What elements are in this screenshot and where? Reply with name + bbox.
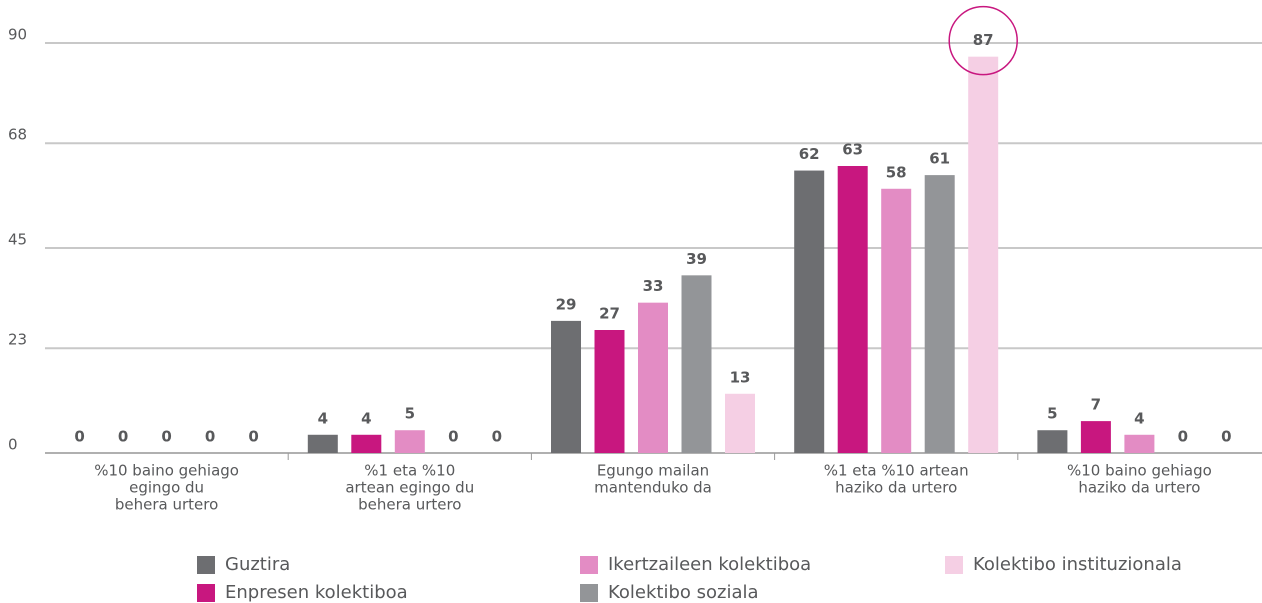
bar	[681, 275, 712, 453]
value-label: 0	[1221, 428, 1231, 446]
x-tick-label: haziko da urtero	[835, 479, 957, 497]
x-tick-label: haziko da urtero	[1078, 479, 1200, 497]
x-tick-label: artean egingo du	[345, 479, 474, 497]
bar	[351, 434, 382, 453]
value-label: 0	[448, 428, 458, 446]
value-label: 0	[205, 428, 215, 446]
bar	[1124, 434, 1155, 453]
legend-swatch	[580, 584, 598, 602]
value-label: 13	[730, 368, 751, 386]
y-tick-label: 23	[8, 331, 27, 349]
value-label: 39	[686, 250, 707, 268]
legend-swatch	[945, 556, 963, 574]
x-tick-label: egingo du	[129, 479, 204, 497]
bar	[1037, 430, 1068, 453]
value-label: 0	[74, 428, 84, 446]
value-label: 0	[161, 428, 171, 446]
value-label: 4	[1134, 409, 1144, 427]
value-label: 33	[643, 277, 664, 295]
bar	[794, 170, 825, 454]
value-label: 4	[318, 409, 328, 427]
bar	[725, 393, 755, 453]
bar	[968, 56, 999, 454]
value-label: 0	[118, 428, 128, 446]
bar	[1080, 421, 1111, 453]
x-tick-label: Egungo mailan	[597, 462, 709, 480]
value-label: 87	[973, 31, 994, 49]
legend-swatch	[197, 556, 215, 574]
bar	[594, 330, 625, 453]
value-label: 29	[556, 295, 577, 313]
value-label: 58	[886, 163, 907, 181]
legend-label: Enpresen kolektiboa	[225, 582, 408, 603]
x-tick-label: %1 eta %10 artean	[824, 462, 969, 480]
bar	[307, 434, 338, 453]
bar	[638, 302, 668, 453]
highlight-circle	[948, 5, 1018, 76]
value-label: 27	[599, 305, 620, 323]
bar	[551, 320, 581, 453]
y-tick-label: 90	[8, 26, 27, 44]
value-label: 0	[248, 428, 258, 446]
y-tick-label: 0	[8, 436, 18, 454]
bar	[837, 166, 868, 453]
legend-swatch	[580, 556, 598, 574]
y-tick-label: 45	[8, 231, 27, 249]
value-label: 0	[492, 428, 502, 446]
legend-label: Kolektibo soziala	[608, 582, 759, 603]
legend-label: Kolektibo instituzionala	[973, 554, 1182, 575]
x-tick-label: behera urtero	[115, 496, 218, 514]
value-label: 5	[1047, 405, 1057, 423]
x-tick-label: %1 eta %10	[364, 462, 455, 480]
value-label: 61	[929, 150, 950, 168]
legend-swatch	[197, 584, 215, 602]
value-label: 7	[1091, 396, 1101, 414]
legend-label: Guztira	[225, 554, 290, 575]
value-label: 62	[799, 145, 820, 163]
bar	[924, 175, 955, 453]
x-tick-label: mantenduko da	[594, 479, 712, 497]
value-label: 4	[361, 409, 371, 427]
x-tick-label: %10 baino gehiago	[94, 462, 239, 480]
y-tick-label: 68	[8, 126, 27, 144]
x-tick-label: %10 baino gehiago	[1067, 462, 1212, 480]
legend-label: Ikertzaileen kolektiboa	[608, 554, 811, 575]
value-label: 0	[1178, 428, 1188, 446]
bar	[394, 430, 425, 453]
bar	[881, 188, 912, 453]
value-label: 5	[405, 405, 415, 423]
x-tick-label: behera urtero	[358, 496, 461, 514]
value-label: 63	[842, 141, 863, 159]
